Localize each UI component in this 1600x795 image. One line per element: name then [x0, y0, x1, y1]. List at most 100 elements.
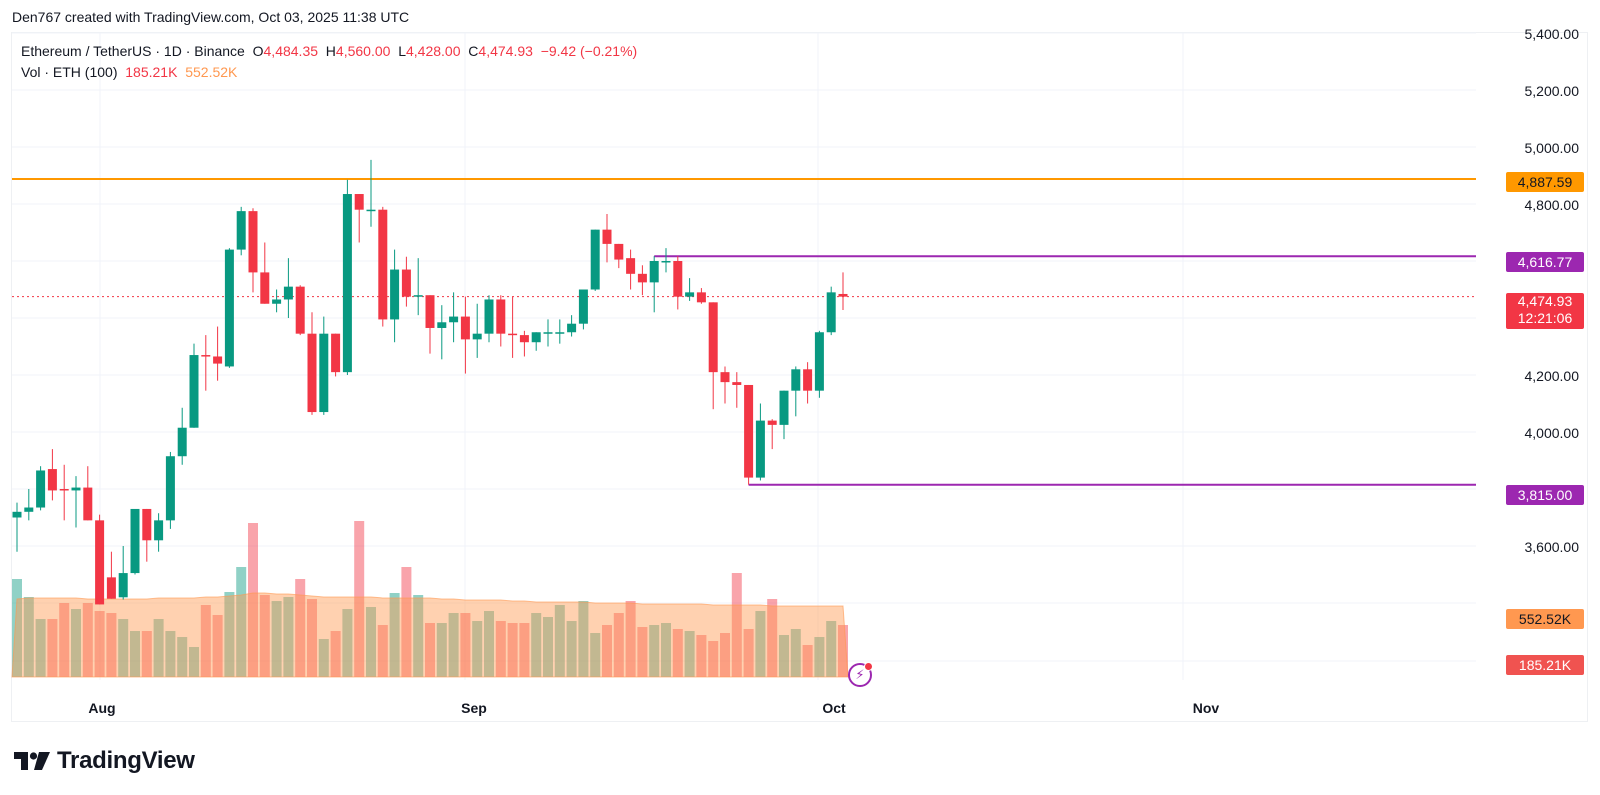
- candle-body: [720, 372, 730, 383]
- chart-legend: Ethereum / TetherUS · 1D · Binance O4,48…: [21, 41, 637, 83]
- volume-bar: [59, 603, 70, 677]
- volume-bar: [94, 611, 105, 677]
- candle-body: [83, 487, 93, 521]
- candle-body: [36, 470, 46, 508]
- volume-bar: [106, 613, 117, 677]
- candle-body: [744, 384, 754, 478]
- candle-body: [248, 211, 258, 273]
- volume-bar: [507, 623, 518, 677]
- volume-bar: [613, 613, 624, 677]
- candle-body: [378, 209, 388, 320]
- candle-body: [142, 508, 152, 541]
- volume-bar: [755, 611, 766, 677]
- time-label-sep: Sep: [461, 700, 487, 716]
- volume-bar: [672, 629, 683, 677]
- candle-body: [578, 289, 588, 324]
- volume-ma-area: [11, 592, 849, 678]
- close-value: 4,474.93: [478, 43, 533, 59]
- change-value: −9.42 (−0.21%): [540, 43, 638, 59]
- volume-bar: [12, 579, 22, 677]
- candle-body: [460, 316, 470, 340]
- candle-body: [732, 382, 742, 385]
- volume-bar: [566, 621, 577, 677]
- candle-body: [59, 489, 69, 491]
- volume-bar: [271, 601, 282, 677]
- price-tick: 4,800.00: [1524, 197, 1580, 213]
- volume-tag: 185.21K: [1506, 655, 1584, 675]
- candle-body: [673, 261, 683, 297]
- volume-bar: [224, 592, 235, 677]
- low-label: L: [398, 43, 406, 59]
- volume-bar: [767, 599, 778, 677]
- candle-body: [342, 194, 352, 373]
- volume-bar: [531, 613, 542, 677]
- volume-indicator-label[interactable]: Vol · ETH (100): [21, 64, 118, 80]
- last-price-tag: 4,474.93 12:21:06: [1506, 293, 1584, 329]
- candle-body: [165, 456, 175, 521]
- volume-bar: [23, 597, 34, 677]
- volume-bar: [401, 567, 412, 677]
- candle-body: [696, 292, 706, 303]
- last-price-value: 4,474.93: [1517, 293, 1573, 309]
- candle-body: [803, 369, 813, 391]
- volume-bar: [684, 631, 695, 677]
- candle-body: [496, 299, 506, 334]
- candle-body: [814, 332, 824, 391]
- candle-body: [12, 511, 22, 518]
- symbol-label[interactable]: Ethereum / TetherUS · 1D · Binance: [21, 43, 245, 59]
- open-value: 4,484.35: [263, 43, 319, 59]
- candle-body: [602, 229, 612, 244]
- volume-bar: [413, 595, 424, 677]
- volume-bar: [295, 579, 306, 677]
- volume-bar: [47, 619, 58, 677]
- candle-body: [590, 229, 600, 290]
- volume-bar: [637, 627, 648, 677]
- candle-body: [177, 427, 187, 457]
- candle-body: [449, 316, 459, 323]
- volume-bar: [802, 645, 813, 677]
- volume-bar: [625, 601, 636, 677]
- volume-bar: [696, 635, 707, 677]
- candle-body: [838, 293, 848, 297]
- volume-bar: [743, 629, 754, 677]
- tradingview-logo[interactable]: TradingView: [14, 747, 195, 775]
- volume-ma-tag: 552.52K: [1506, 609, 1584, 629]
- volume-bar: [165, 631, 176, 677]
- volume-bar: [366, 607, 376, 677]
- candle-body: [331, 333, 341, 373]
- candle-body: [437, 322, 447, 328]
- candle-body: [154, 520, 164, 541]
- candle-body: [413, 295, 423, 297]
- volume-bar: [838, 625, 848, 677]
- candle-body: [425, 295, 435, 328]
- price-tick: 3,600.00: [1524, 539, 1580, 555]
- level-low-price-tag: 3,815.00: [1506, 485, 1584, 505]
- candle-body: [614, 243, 624, 260]
- volume-bar: [342, 609, 353, 677]
- candle-body: [71, 487, 81, 491]
- volume-bar: [200, 605, 211, 677]
- lightning-alert-icon[interactable]: ⚡: [848, 662, 873, 687]
- volume-bar: [318, 639, 329, 677]
- candle-body: [130, 508, 140, 574]
- resistance-price-tag: 4,887.59: [1506, 172, 1584, 192]
- candle-body: [826, 292, 836, 333]
- candle-body: [555, 332, 565, 334]
- price-tick: 5,000.00: [1524, 140, 1580, 156]
- volume-ma-value: 552.52K: [185, 64, 238, 80]
- candle-body: [390, 269, 400, 320]
- candle-body: [661, 261, 671, 263]
- candle-body: [319, 333, 329, 413]
- candle-body: [260, 272, 270, 304]
- volume-bar: [720, 633, 730, 677]
- candle-body: [649, 261, 659, 283]
- candle-body: [106, 577, 116, 599]
- volume-bar: [307, 599, 317, 677]
- candle-body: [767, 420, 777, 425]
- candle-body: [24, 507, 34, 512]
- volume-bar: [790, 629, 801, 677]
- volume-bar: [543, 617, 553, 677]
- price-tick: 5,400.00: [1524, 26, 1580, 42]
- volume-value: 185.21K: [125, 64, 178, 80]
